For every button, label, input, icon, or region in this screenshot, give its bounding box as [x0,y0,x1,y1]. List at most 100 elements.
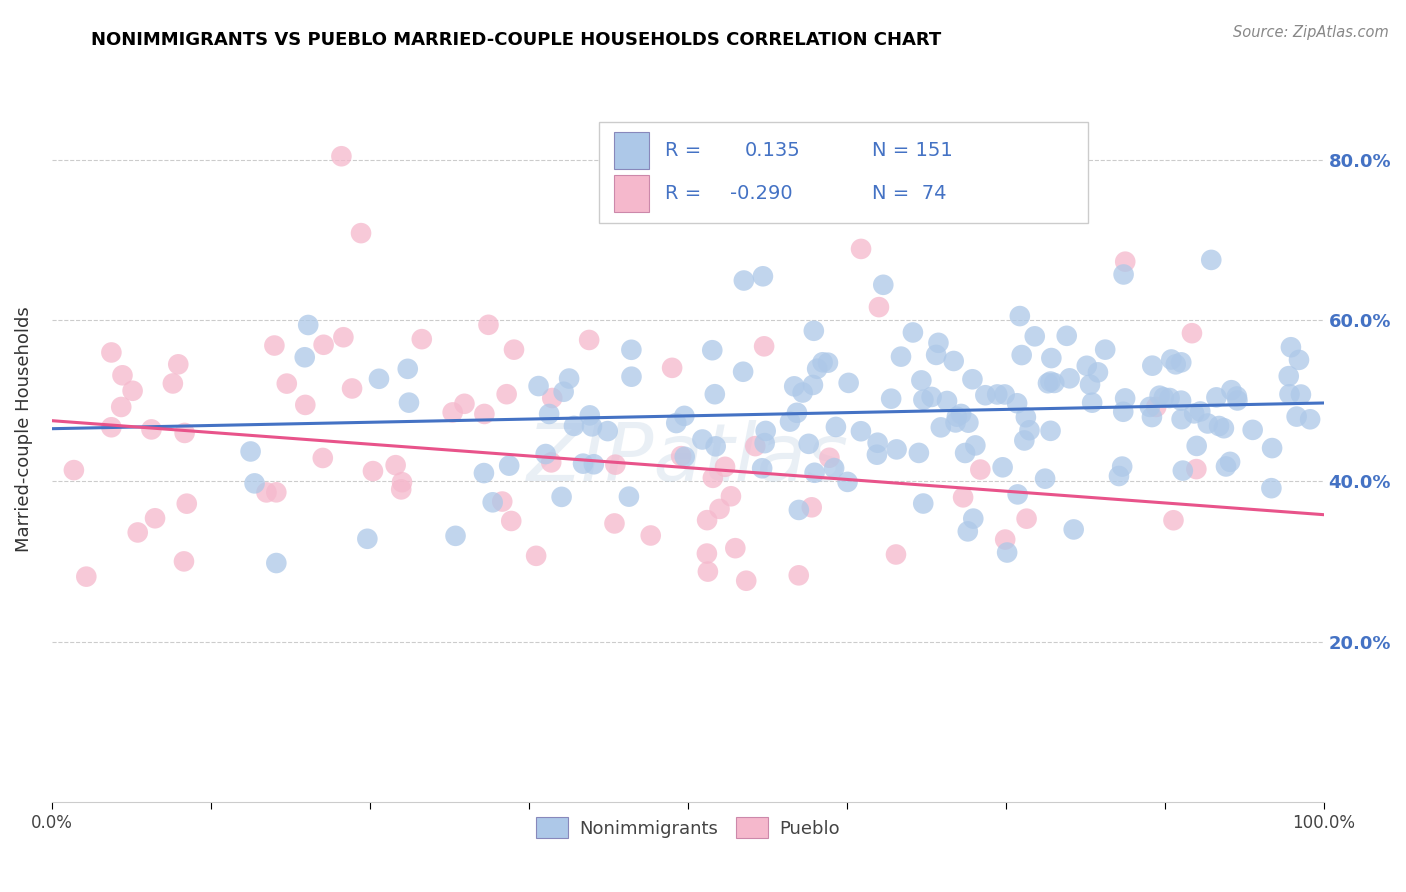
Point [866,448,889,462]
Point [540,455,562,469]
Text: Source: ZipAtlas.com: Source: ZipAtlas.com [1233,25,1389,40]
Point [936,394,959,409]
Point [994,533,1017,547]
Point [553,384,575,399]
Point [744,439,766,453]
Point [910,373,932,387]
Point [886,442,908,457]
Point [444,529,467,543]
Point [63,463,86,477]
Point [605,458,627,472]
Point [1140,410,1163,425]
Point [477,318,499,332]
Point [965,438,987,452]
Point [823,461,845,475]
Point [330,149,353,163]
Point [1024,329,1046,343]
Point [995,545,1018,559]
Point [1114,392,1136,406]
Point [849,424,872,438]
Point [1059,371,1081,385]
Point [1018,423,1040,437]
Point [384,458,406,472]
Point [1171,464,1194,478]
Point [724,541,747,556]
Point [921,390,943,404]
Point [1260,481,1282,495]
Point [474,407,496,421]
Point [673,409,696,423]
Point [297,318,319,332]
FancyBboxPatch shape [614,132,650,169]
Point [1164,357,1187,371]
Point [709,502,731,516]
Point [1149,389,1171,403]
Point [143,511,166,525]
Point [1170,355,1192,369]
Point [176,497,198,511]
Point [312,338,335,352]
Point [1185,462,1208,476]
Text: N =  74: N = 74 [872,184,946,202]
Point [962,511,984,525]
Point [550,490,572,504]
Point [100,345,122,359]
Point [1108,469,1130,483]
Legend: Nonimmigrants, Pueblo: Nonimmigrants, Pueblo [529,810,846,846]
Point [1181,326,1204,341]
Point [801,378,824,392]
Point [263,338,285,352]
Point [751,461,773,475]
Point [1205,390,1227,404]
Point [1215,459,1237,474]
Point [578,409,600,423]
Point [912,392,935,407]
Point [1160,352,1182,367]
Point [866,435,889,450]
Point [596,424,619,438]
Point [880,392,903,406]
Point [872,277,894,292]
Point [620,343,643,357]
Text: ZIPatlas: ZIPatlas [527,419,849,498]
Point [800,500,823,515]
Point [1112,268,1135,282]
Point [754,436,776,450]
Point [735,574,758,588]
Point [752,269,775,284]
Point [173,425,195,440]
Point [503,343,526,357]
Point [838,376,860,390]
Point [1299,412,1322,426]
Point [582,457,605,471]
Point [491,494,513,508]
Point [974,388,997,402]
Point [562,418,585,433]
Point [908,446,931,460]
Point [1163,513,1185,527]
FancyBboxPatch shape [599,122,1088,223]
Point [901,326,924,340]
Point [581,419,603,434]
Point [617,490,640,504]
Point [1285,409,1308,424]
Point [1111,459,1133,474]
Point [962,372,984,386]
Point [294,398,316,412]
Point [173,554,195,568]
Point [752,339,775,353]
Point [946,409,969,424]
Point [527,379,550,393]
Point [792,385,814,400]
Point [1039,424,1062,438]
Point [1279,340,1302,354]
Point [1241,423,1264,437]
Text: 0.135: 0.135 [745,141,800,161]
Point [162,376,184,391]
Point [755,424,778,438]
Point [952,491,974,505]
Point [1226,393,1249,408]
Point [1208,419,1230,434]
Point [1114,254,1136,268]
Point [953,446,976,460]
